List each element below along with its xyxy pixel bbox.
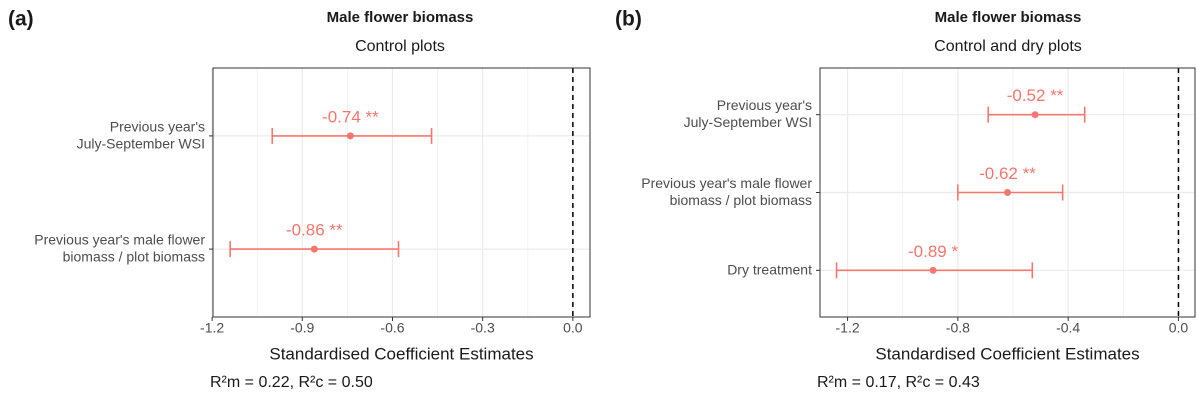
y-tick-label-line: biomass / plot biomass [63,248,205,264]
chart-subtitle: Control plots [355,38,445,55]
y-tick-label-line: Previous year's [717,97,812,113]
point [346,132,354,140]
note: R²m = 0.22, R²c = 0.50 [210,374,373,391]
chart-title: Male flower biomass [935,9,1082,26]
x-tick-label: -0.6 [380,320,404,336]
x-axis-label: Standardised Coefficient Estimates [875,344,1139,363]
value-label: -0.52 ** [1007,86,1064,105]
x-tick-label: 0.0 [1169,320,1189,336]
y-tick-label-line: July-September WSI [77,135,205,151]
x-tick-label: -0.3 [471,320,495,336]
y-tick-label: Previous year's July-September WSI [684,97,812,130]
x-tick-label: 0.0 [563,320,583,336]
value-label: -0.62 ** [979,164,1036,183]
y-tick-label-line: Previous year's [110,118,205,134]
note: R²m = 0.17, R²c = 0.43 [817,374,980,391]
x-tick-label: -0.8 [946,320,970,336]
panel-border [212,67,591,318]
chart-subtitle: Control and dry plots [934,38,1082,55]
x-tick-label: -0.9 [290,320,314,336]
y-tick-label-line: July-September WSI [684,114,812,130]
chart-title: Male flower biomass [327,9,474,26]
y-tick-label: Dry treatment [727,261,812,277]
y-tick-label-line: Previous year's male flower [34,231,205,247]
y-tick-label-line: Previous year's male flower [641,175,812,191]
point [1004,189,1011,196]
point [929,266,937,274]
x-axis-label: Standardised Coefficient Estimates [269,344,533,363]
value-label: -0.86 ** [286,221,343,240]
point [1031,111,1039,119]
panel-label: (b) [615,8,642,31]
y-tick-label-line: Dry treatment [727,261,812,277]
y-tick-label-line: biomass / plot biomass [670,192,812,208]
x-tick-label: -0.4 [1056,320,1080,336]
x-tick-label: -1.2 [200,320,224,336]
value-label: -0.89 * [908,242,958,261]
y-tick-label: Previous year's July-September WSI [77,118,205,151]
x-tick-label: -1.2 [836,320,860,336]
value-label: -0.74 ** [322,107,379,126]
y-tick-label: Previous year's male flower biomass / plo… [34,231,205,264]
panel-label: (a) [8,8,34,31]
y-tick-label: Previous year's male flower biomass / plo… [641,175,812,208]
point [310,245,318,253]
